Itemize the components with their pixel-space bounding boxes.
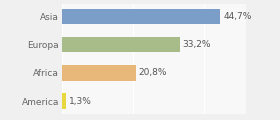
Bar: [62, 9, 220, 24]
Bar: [62, 65, 136, 81]
Bar: [62, 37, 179, 52]
Text: 44,7%: 44,7%: [223, 12, 252, 21]
Text: 20,8%: 20,8%: [138, 68, 167, 77]
Bar: [62, 93, 66, 109]
Text: 1,3%: 1,3%: [69, 97, 92, 106]
Text: 33,2%: 33,2%: [183, 40, 211, 49]
